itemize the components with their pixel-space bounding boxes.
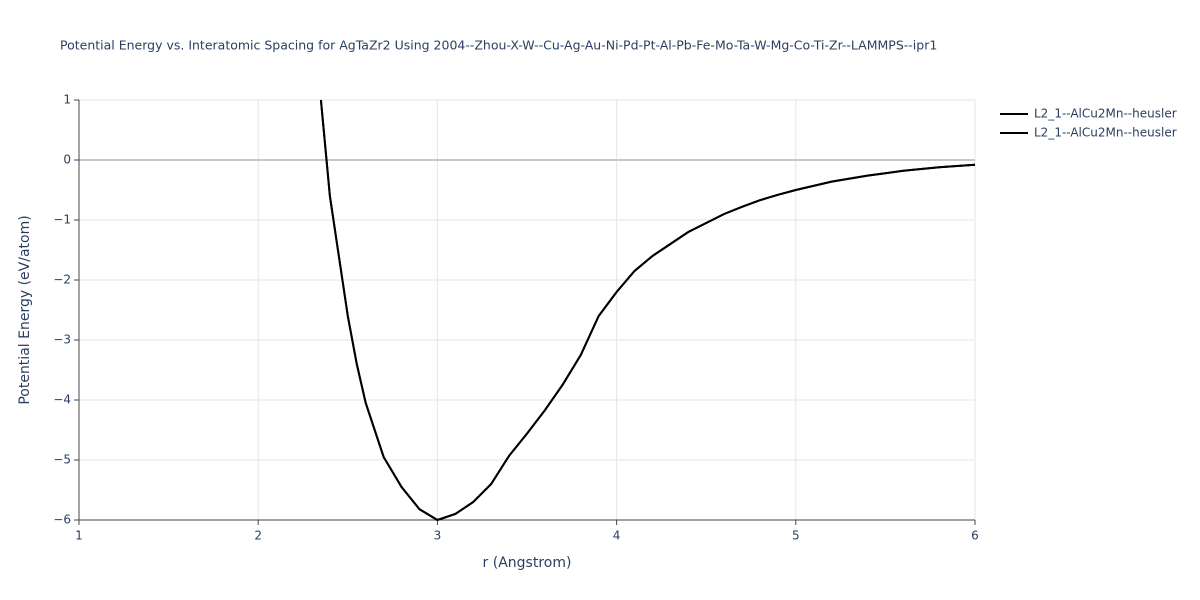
- chart-title: Potential Energy vs. Interatomic Spacing…: [60, 38, 937, 53]
- x-tick-label: 5: [792, 529, 800, 543]
- x-tick-label: 6: [971, 529, 979, 543]
- x-tick-label: 4: [613, 529, 621, 543]
- legend-label: L2_1--AlCu2Mn--heusler: [1034, 107, 1177, 121]
- y-tick-label: −5: [53, 453, 71, 467]
- x-tick-label: 2: [254, 529, 262, 543]
- x-axis-title: r (Angstrom): [483, 555, 572, 571]
- y-tick-label: −2: [53, 273, 71, 287]
- y-tick-label: 0: [63, 153, 71, 167]
- y-tick-label: −3: [53, 333, 71, 347]
- y-axis-title: Potential Energy (eV/atom): [17, 215, 33, 404]
- y-tick-label: −4: [53, 393, 71, 407]
- y-tick-label: 1: [63, 93, 71, 107]
- y-tick-label: −6: [53, 513, 71, 527]
- line-series: [319, 99, 976, 522]
- x-tick-label: 3: [434, 529, 442, 543]
- x-tick-label: 1: [75, 529, 83, 543]
- y-tick-label: −1: [53, 213, 71, 227]
- legend-label: L2_1--AlCu2Mn--heusler: [1034, 126, 1177, 140]
- line-series: [319, 99, 976, 522]
